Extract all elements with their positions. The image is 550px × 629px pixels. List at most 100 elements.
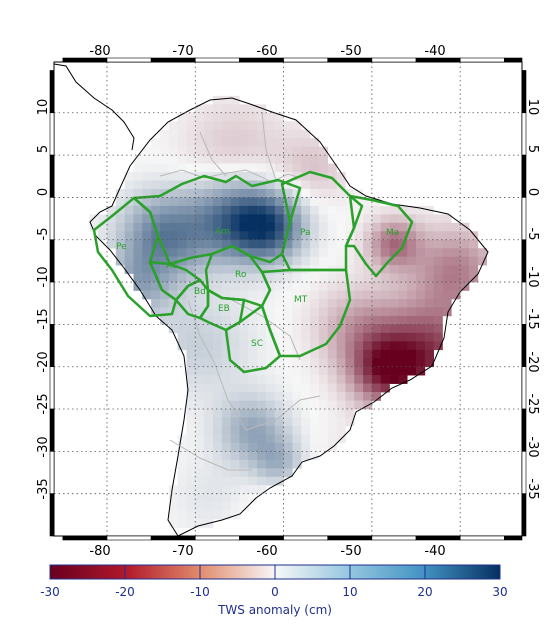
anomaly-cell [407,239,417,249]
anomaly-cell [389,375,399,384]
anomaly-cell [204,468,214,478]
anomaly-cell [159,299,170,308]
anomaly-cell [212,425,223,435]
anomaly-cell [363,349,373,359]
anomaly-cell [204,434,214,444]
anomaly-cell [424,324,434,334]
anomaly-cell [363,231,373,241]
anomaly-cell [274,307,284,317]
anomaly-cell [327,248,337,257]
anomaly-cell [177,459,187,469]
lat-tick-left: -25 [36,393,51,414]
anomaly-cell [380,315,390,325]
anomaly-cell [239,197,249,207]
anomaly-cell [318,375,329,384]
anomaly-cell [433,256,443,266]
anomaly-cell [371,222,382,232]
anomaly-cell [265,155,276,164]
anomaly-cell [239,172,249,181]
anomaly-cell [124,172,134,181]
anomaly-cell [327,163,337,173]
anomaly-cell [151,155,161,164]
anomaly-cell [195,155,205,164]
anomaly-cell [204,451,214,461]
anomaly-cell [212,375,223,384]
anomaly-cell [159,163,170,173]
anomaly-cell [177,163,187,173]
anomaly-cell [460,231,470,241]
anomaly-cell [398,248,408,257]
anomaly-cell [416,273,426,283]
anomaly-cell [186,248,196,257]
anomaly-cell [265,299,276,308]
coastline [89,97,489,537]
anomaly-cell [212,256,223,266]
anomaly-cell [177,172,187,181]
anomaly-cell [168,265,178,274]
anomaly-cell [133,163,143,173]
anomaly-cell [354,307,364,317]
anomaly-cell [186,299,196,308]
anomaly-cell [398,290,408,300]
anomaly-cell [195,222,205,232]
anomaly-cell [345,417,355,427]
anomaly-cell [239,180,249,190]
anomaly-cell [168,188,178,198]
anomaly-cell [257,476,267,486]
anomaly-cell [442,265,452,274]
anomaly-cell [433,299,443,308]
anomaly-cell [363,222,373,232]
anomaly-cell [257,138,267,147]
anomaly-cell [398,358,408,368]
anomaly-cell [177,188,187,198]
anomaly-cell [371,315,382,325]
anomaly-cell [336,400,346,410]
anomaly-cell [239,425,249,435]
anomaly-cell [336,248,346,257]
anomaly-cell [363,400,373,410]
anomaly-cell [274,315,284,325]
anomaly-cell [469,231,479,241]
anomaly-cell [177,138,187,147]
anomaly-cell [257,222,267,232]
anomaly-cell [195,366,205,376]
anomaly-cell [451,248,461,257]
anomaly-cell [124,214,134,224]
anomaly-cell [265,239,276,249]
anomaly-cell [257,163,267,173]
anomaly-cell [124,180,134,190]
anomaly-cell [186,197,196,207]
anomaly-cell [221,476,231,486]
anomaly-cell [469,256,479,266]
anomaly-cell [310,358,320,368]
anomaly-cell [239,307,249,317]
anomaly-cell [204,324,214,334]
anomaly-cell [371,273,382,283]
anomaly-cell [257,205,267,215]
anomaly-cell [115,222,125,232]
anomaly-cell [159,307,170,317]
anomaly-cell [363,315,373,325]
anomaly-cell [142,146,152,156]
anomaly-cell [239,239,249,249]
anomaly-cell [212,282,223,291]
anomaly-cell [389,282,399,291]
anomaly-cell [274,256,284,266]
anomaly-cell [318,299,329,308]
anomaly-cell [186,214,196,224]
anomaly-cell [327,341,337,351]
anomaly-cell [212,451,223,461]
anomaly-cell [274,112,284,122]
anomaly-cell [230,248,240,257]
anomaly-cell [283,341,293,351]
anomaly-cell [354,205,364,215]
anomaly-cell [442,222,452,232]
anomaly-cell [301,273,311,283]
anomaly-cell [239,104,249,114]
anomaly-cell [204,112,214,122]
anomaly-cell [212,358,223,368]
anomaly-cell [212,188,223,198]
anomaly-cell [221,95,231,105]
anomaly-cell [336,341,346,351]
anomaly-cell [257,434,267,444]
